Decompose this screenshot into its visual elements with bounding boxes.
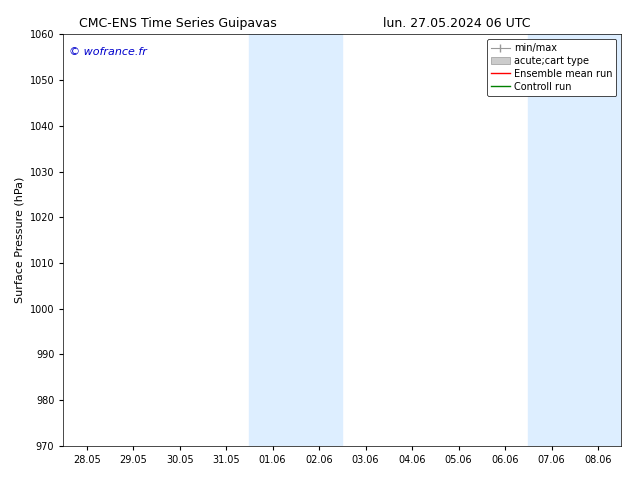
Legend: min/max, acute;cart type, Ensemble mean run, Controll run: min/max, acute;cart type, Ensemble mean … <box>487 39 616 96</box>
Text: CMC-ENS Time Series Guipavas: CMC-ENS Time Series Guipavas <box>79 17 276 30</box>
Text: © wofrance.fr: © wofrance.fr <box>69 47 147 57</box>
Text: lun. 27.05.2024 06 UTC: lun. 27.05.2024 06 UTC <box>383 17 530 30</box>
Y-axis label: Surface Pressure (hPa): Surface Pressure (hPa) <box>14 177 24 303</box>
Bar <box>528 34 621 446</box>
Bar <box>249 34 342 446</box>
